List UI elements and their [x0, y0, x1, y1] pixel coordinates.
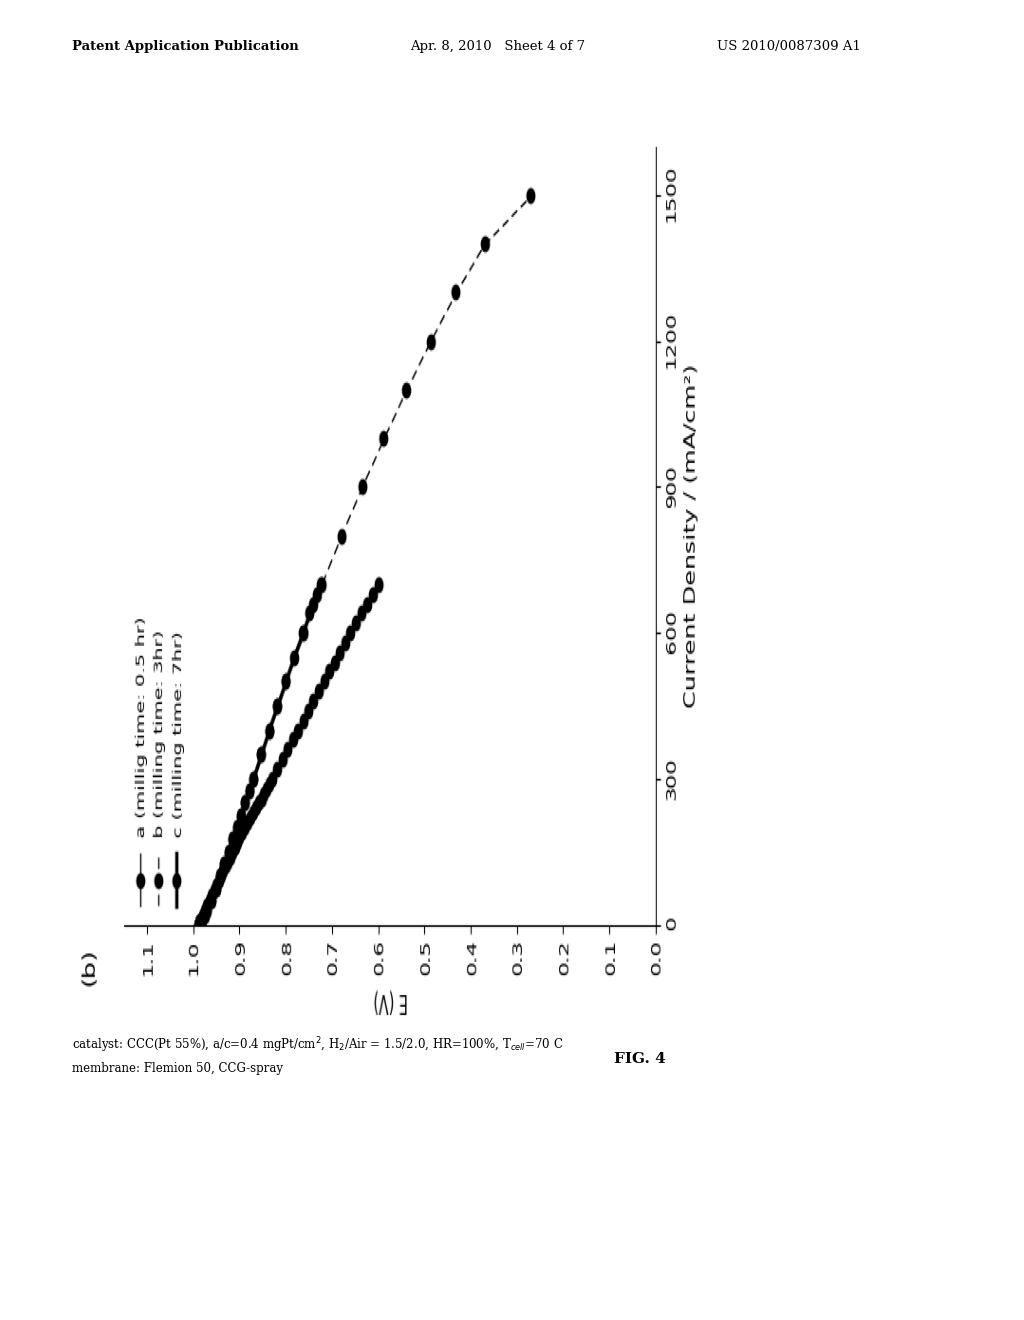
Text: US 2010/0087309 A1: US 2010/0087309 A1 — [717, 40, 861, 53]
Text: membrane: Flemion 50, CCG-spray: membrane: Flemion 50, CCG-spray — [72, 1061, 283, 1074]
Text: FIG. 4: FIG. 4 — [614, 1052, 667, 1065]
Text: Patent Application Publication: Patent Application Publication — [72, 40, 298, 53]
Text: Apr. 8, 2010   Sheet 4 of 7: Apr. 8, 2010 Sheet 4 of 7 — [410, 40, 585, 53]
Text: catalyst: CCC(Pt 55%), a/c=0.4 mgPt/cm$^2$, H$_2$/Air = 1.5/2.0, HR=100%, T$_{ce: catalyst: CCC(Pt 55%), a/c=0.4 mgPt/cm$^… — [72, 1035, 563, 1055]
